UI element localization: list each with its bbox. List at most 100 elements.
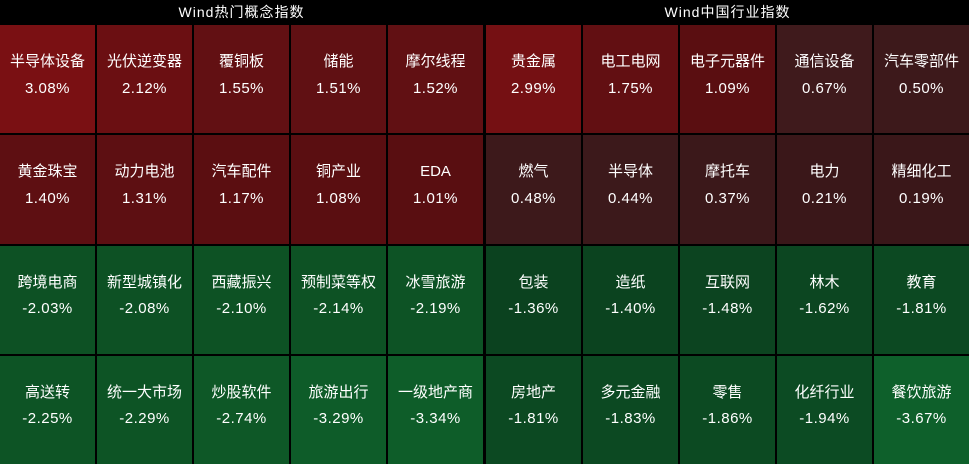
index-name: 半导体设备 <box>9 53 85 71</box>
index-name: 贵金属 <box>510 53 556 71</box>
heatmap-cell[interactable]: 覆铜板 1.55% <box>194 25 289 134</box>
heatmap-cell[interactable]: 光伏逆变器 2.12% <box>97 25 192 134</box>
index-change: 1.09% <box>704 79 751 97</box>
index-name: 西藏振兴 <box>211 273 272 291</box>
heatmap-cell[interactable]: 半导体 0.44% <box>583 135 678 244</box>
heatmap-cell[interactable]: 摩尔线程 1.52% <box>388 25 483 134</box>
heatmap-cell[interactable]: 汽车零部件 0.50% <box>874 25 969 134</box>
index-name: 电子元器件 <box>689 53 765 71</box>
index-name: 精细化工 <box>891 163 952 181</box>
index-name: 房地产 <box>510 383 556 401</box>
heatmap-cell[interactable]: 黄金珠宝 1.40% <box>0 135 95 244</box>
heatmap-cell[interactable]: 电工电网 1.75% <box>583 25 678 134</box>
index-change: 1.31% <box>121 189 168 207</box>
heatmap-cell[interactable]: 造纸 -1.40% <box>583 245 678 354</box>
heatmap-cell[interactable]: 半导体设备 3.08% <box>0 25 95 134</box>
index-name: 跨境电商 <box>17 273 78 291</box>
index-change: -3.29% <box>313 410 364 428</box>
heatmap-cell[interactable]: 铜产业 1.08% <box>291 135 386 244</box>
index-change: -1.40% <box>605 300 656 318</box>
heatmap-cell[interactable]: 摩托车 0.37% <box>680 135 775 244</box>
heatmap-cell[interactable]: 贵金属 2.99% <box>486 25 581 134</box>
concept-heatmap-grid: 半导体设备 3.08% 光伏逆变器 2.12% 覆铜板 1.55% 储能 1.5… <box>0 25 483 464</box>
heatmap-cell[interactable]: 化纤行业 -1.94% <box>777 355 872 464</box>
index-name: 化纤行业 <box>794 383 855 401</box>
index-change: 1.08% <box>315 189 362 207</box>
heatmap-cell[interactable]: 燃气 0.48% <box>486 135 581 244</box>
heatmap-cell[interactable]: 炒股软件 -2.74% <box>194 355 289 464</box>
heatmap-cell[interactable]: 新型城镇化 -2.08% <box>97 245 192 354</box>
index-change: 1.52% <box>412 79 459 97</box>
index-change: 3.08% <box>24 79 71 97</box>
index-change: -3.34% <box>410 410 461 428</box>
index-name: 炒股软件 <box>211 383 272 401</box>
industry-heatmap-grid: 贵金属 2.99% 电工电网 1.75% 电子元器件 1.09% 通信设备 0.… <box>486 25 969 464</box>
index-change: -1.94% <box>799 410 850 428</box>
index-name: 汽车配件 <box>211 163 272 181</box>
index-change: -2.03% <box>22 300 73 318</box>
section-concept-indexes: Wind热门概念指数 半导体设备 3.08% 光伏逆变器 2.12% 覆铜板 1… <box>0 0 483 464</box>
index-change: 1.75% <box>607 79 654 97</box>
heatmap-cell[interactable]: 储能 1.51% <box>291 25 386 134</box>
heatmap-cell[interactable]: 跨境电商 -2.03% <box>0 245 95 354</box>
index-name: 一级地产商 <box>397 383 473 401</box>
index-name: 电工电网 <box>600 53 661 71</box>
heatmap-cell[interactable]: 电子元器件 1.09% <box>680 25 775 134</box>
heatmap-cell[interactable]: 餐饮旅游 -3.67% <box>874 355 969 464</box>
heatmap-cell[interactable]: 西藏振兴 -2.10% <box>194 245 289 354</box>
index-change: 0.67% <box>801 79 848 97</box>
index-name: 铜产业 <box>315 163 361 181</box>
index-name: 互联网 <box>704 273 750 291</box>
index-change: -1.36% <box>508 300 559 318</box>
heatmap-cell[interactable]: 动力电池 1.31% <box>97 135 192 244</box>
heatmap-cell[interactable]: 预制菜等权 -2.14% <box>291 245 386 354</box>
index-change: -2.19% <box>410 300 461 318</box>
heatmap-cell[interactable]: 林木 -1.62% <box>777 245 872 354</box>
heatmap-cell[interactable]: 多元金融 -1.83% <box>583 355 678 464</box>
section-divider <box>483 0 486 464</box>
heatmap-cell[interactable]: 统一大市场 -2.29% <box>97 355 192 464</box>
index-change: 2.12% <box>121 79 168 97</box>
index-name: 通信设备 <box>794 53 855 71</box>
heatmap-cell[interactable]: 电力 0.21% <box>777 135 872 244</box>
index-change: -1.48% <box>702 300 753 318</box>
index-name: 预制菜等权 <box>300 273 376 291</box>
index-change: 0.50% <box>898 79 945 97</box>
index-change: -2.29% <box>119 410 170 428</box>
index-name: 储能 <box>323 53 354 71</box>
heatmap-cell[interactable]: 旅游出行 -3.29% <box>291 355 386 464</box>
index-change: -1.86% <box>702 410 753 428</box>
index-change: 1.55% <box>218 79 265 97</box>
heatmap-cell[interactable]: 一级地产商 -3.34% <box>388 355 483 464</box>
index-name: 高送转 <box>24 383 70 401</box>
index-name: 摩托车 <box>704 163 750 181</box>
heatmap-cell[interactable]: 精细化工 0.19% <box>874 135 969 244</box>
heatmap-cell[interactable]: 房地产 -1.81% <box>486 355 581 464</box>
index-change: 0.48% <box>510 189 557 207</box>
heatmap-cell[interactable]: 高送转 -2.25% <box>0 355 95 464</box>
heatmap-cell[interactable]: 冰雪旅游 -2.19% <box>388 245 483 354</box>
section-industry-indexes: Wind中国行业指数 贵金属 2.99% 电工电网 1.75% 电子元器件 1.… <box>486 0 969 464</box>
heatmap-cell[interactable]: 教育 -1.81% <box>874 245 969 354</box>
heatmap-cell[interactable]: 通信设备 0.67% <box>777 25 872 134</box>
index-change: -1.62% <box>799 300 850 318</box>
heatmap-cell[interactable]: 汽车配件 1.17% <box>194 135 289 244</box>
index-change: -2.74% <box>216 410 267 428</box>
heatmap-cell[interactable]: 零售 -1.86% <box>680 355 775 464</box>
heatmap-cell[interactable]: 包装 -1.36% <box>486 245 581 354</box>
index-name: 旅游出行 <box>308 383 369 401</box>
index-name: 造纸 <box>615 273 646 291</box>
index-name: 光伏逆变器 <box>106 53 182 71</box>
index-name: 动力电池 <box>114 163 175 181</box>
index-change: 1.51% <box>315 79 362 97</box>
index-name: 半导体 <box>607 163 653 181</box>
section-title-concept: Wind热门概念指数 <box>0 0 483 23</box>
index-change: 1.17% <box>218 189 265 207</box>
index-change: 1.40% <box>24 189 71 207</box>
index-change: -2.14% <box>313 300 364 318</box>
section-title-industry: Wind中国行业指数 <box>486 0 969 23</box>
index-change: 0.37% <box>704 189 751 207</box>
heatmap-cell[interactable]: 互联网 -1.48% <box>680 245 775 354</box>
index-change: 2.99% <box>510 79 557 97</box>
heatmap-cell[interactable]: EDA 1.01% <box>388 135 483 244</box>
